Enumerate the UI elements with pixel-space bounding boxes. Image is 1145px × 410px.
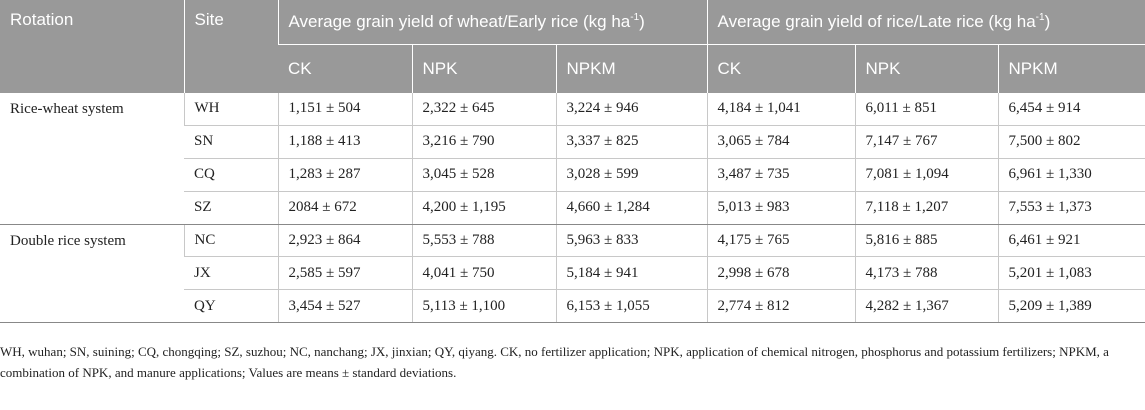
yield-value-cell: 2,923 ± 864 <box>277 224 412 258</box>
yield-table: Rotation Site Average grain yield of whe… <box>0 0 1145 324</box>
yield-value-cell: 7,147 ± 767 <box>854 125 999 159</box>
yield-value-cell: 6,454 ± 914 <box>997 93 1145 126</box>
yield-value-cell: 2,998 ± 678 <box>706 256 856 291</box>
yield-value-cell: 3,224 ± 946 <box>555 93 708 126</box>
header-group1-text: Average grain yield of wheat/Early rice … <box>288 12 631 31</box>
table-row: Rice-wheat system WH 1,151 ± 504 2,322 ± 64… <box>0 93 1145 225</box>
table-body: Rice-wheat system WH 1,151 ± 504 2,322 ± 64… <box>0 93 1145 324</box>
yield-value-cell: 7,500 ± 802 <box>997 125 1145 159</box>
subheader-ck: CK <box>706 44 856 93</box>
unit-superscript: -1 <box>630 12 640 23</box>
yield-value-cell: 2,774 ± 812 <box>706 289 856 324</box>
yield-value-cell: 4,200 ± 1,195 <box>411 191 556 225</box>
header-rotation: Rotation <box>0 0 184 93</box>
yield-value-cell: 5,113 ± 1,100 <box>411 289 556 324</box>
table-header: Rotation Site Average grain yield of whe… <box>0 0 1145 93</box>
site-cell: NC <box>183 224 278 258</box>
site-cell: WH <box>183 93 278 126</box>
subheader-npkm: NPKM <box>997 44 1145 93</box>
header-site: Site <box>183 0 278 93</box>
table-row: CQ 1,283 ± 287 3,045 ± 528 3,028 ± 599 3,487… <box>0 158 1145 192</box>
yield-value-cell: 5,201 ± 1,083 <box>997 256 1145 291</box>
yield-value-cell: 4,184 ± 1,041 <box>706 93 856 126</box>
yield-value-cell: 5,963 ± 833 <box>555 224 708 258</box>
yield-value-cell: 5,184 ± 941 <box>555 256 708 291</box>
site-cell: SN <box>184 125 278 159</box>
table-row: JX 2,585 ± 597 4,041 ± 750 5,184 ± 941 2,998… <box>0 256 1145 291</box>
yield-value-cell: 3,454 ± 527 <box>277 289 412 324</box>
header-group-wheat-early-rice: Average grain yield of wheat/Early rice … <box>277 0 708 45</box>
yield-value-cell: 5,013 ± 983 <box>706 191 856 225</box>
yield-value-cell: 3,487 ± 735 <box>706 158 856 192</box>
site-cell: JX <box>184 256 278 291</box>
yield-value-cell: 1,151 ± 504 <box>277 93 412 126</box>
yield-value-cell: 2,585 ± 597 <box>277 256 412 291</box>
site-cell: SZ <box>184 191 278 225</box>
site-cell: QY <box>184 289 278 324</box>
table-row: SZ 2084 ± 672 4,200 ± 1,195 4,660 ± 1,284 5,… <box>0 191 1145 225</box>
subheader-npkm: NPKM <box>555 44 708 93</box>
yield-value-cell: 4,660 ± 1,284 <box>555 191 708 225</box>
yield-value-cell: 3,065 ± 784 <box>706 125 856 159</box>
table-row: Double rice system NC 2,923 ± 864 5,553 ± 7… <box>0 224 1145 324</box>
yield-value-cell: 4,041 ± 750 <box>411 256 556 291</box>
yield-value-cell: 5,209 ± 1,389 <box>997 289 1145 324</box>
subheader-npk: NPK <box>854 44 999 93</box>
table-row: QY 3,454 ± 527 5,113 ± 1,100 6,153 ± 1,055 2… <box>0 289 1145 324</box>
yield-value-cell: 3,028 ± 599 <box>555 158 708 192</box>
yield-value-cell: 4,282 ± 1,367 <box>854 289 999 324</box>
yield-value-cell: 1,188 ± 413 <box>277 125 412 159</box>
subheader-ck: CK <box>278 44 412 93</box>
yield-value-cell: 1,283 ± 287 <box>277 158 412 192</box>
yield-value-cell: 6,153 ± 1,055 <box>555 289 708 324</box>
rotation-cell: Rice-wheat system <box>0 93 184 225</box>
yield-value-cell: 5,553 ± 788 <box>411 224 556 258</box>
header-close-paren: ) <box>639 12 645 31</box>
yield-value-cell: 4,173 ± 788 <box>854 256 999 291</box>
yield-value-cell: 3,045 ± 528 <box>411 158 556 192</box>
header-close-paren: ) <box>1044 12 1051 31</box>
yield-value-cell: 5,816 ± 885 <box>854 224 999 258</box>
yield-value-cell: 7,553 ± 1,373 <box>997 191 1145 225</box>
yield-value-cell: 3,337 ± 825 <box>555 125 708 159</box>
yield-value-cell: 2,322 ± 645 <box>411 93 556 126</box>
yield-value-cell: 6,961 ± 1,330 <box>997 158 1145 192</box>
header-group2-text: Average grain yield of rice/Late rice (k… <box>717 12 1036 31</box>
rotation-cell: Double rice system <box>0 224 184 324</box>
yield-value-cell: 7,081 ± 1,094 <box>854 158 999 192</box>
yield-value-cell: 4,175 ± 765 <box>706 224 856 258</box>
yield-value-cell: 6,011 ± 851 <box>854 93 999 126</box>
yield-value-cell: 6,461 ± 921 <box>997 224 1145 258</box>
subheader-npk: NPK <box>411 44 556 93</box>
yield-value-cell: 3,216 ± 790 <box>411 125 556 159</box>
yield-value-cell: 7,118 ± 1,207 <box>854 191 999 225</box>
unit-superscript: -1 <box>1035 12 1045 23</box>
site-cell: CQ <box>184 158 278 192</box>
yield-value-cell: 2084 ± 672 <box>277 191 412 225</box>
table-footnote: WH, wuhan; SN, suining; CQ, chongqing; S… <box>0 344 1109 380</box>
table-row: SN 1,188 ± 413 3,216 ± 790 3,337 ± 825 3,065… <box>0 125 1145 159</box>
header-group-rice-late-rice: Average grain yield of rice/Late rice (k… <box>706 0 1145 45</box>
